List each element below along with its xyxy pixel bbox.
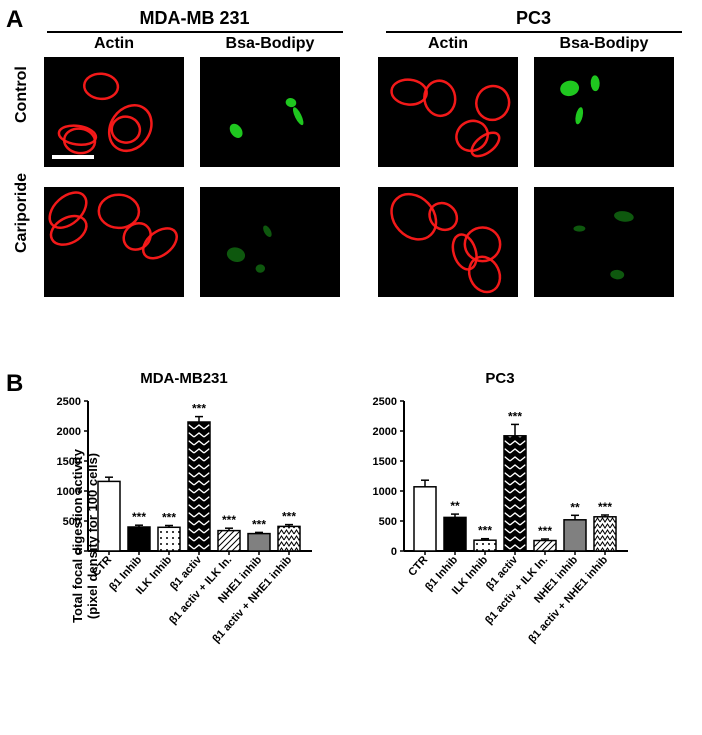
significance-label: *** <box>222 513 236 527</box>
chart-pc3: PC3 05001000150020002500CTR**β1 Inhib***… <box>360 370 640 701</box>
actin-image <box>378 187 518 297</box>
chart-title: MDA-MB231 <box>44 370 324 387</box>
y-axis-label: Total focal digestion activity(pixel den… <box>70 449 100 623</box>
bar <box>534 541 556 552</box>
bar <box>128 527 150 551</box>
significance-label: *** <box>598 500 612 514</box>
bar <box>474 540 496 551</box>
bodipy-image <box>534 187 674 297</box>
scale-bar <box>52 155 94 159</box>
channel-label: Actin <box>44 35 184 53</box>
bar <box>188 422 210 551</box>
bar <box>218 531 240 551</box>
channel-label: Actin <box>378 35 518 53</box>
y-tick-label: 2000 <box>373 426 397 438</box>
y-tick-label: 1000 <box>373 486 397 498</box>
bar <box>278 526 300 551</box>
y-tick-label: 1500 <box>373 456 397 468</box>
significance-label: *** <box>162 511 176 525</box>
y-tick-label: 2500 <box>373 396 397 408</box>
panel-a-content: MDA-MB 231 PC3 Actin Bsa-Bodipy Actin Bsa-Bo… <box>44 8 684 317</box>
significance-label: *** <box>538 524 552 538</box>
actin-image <box>44 57 184 167</box>
bar <box>504 436 526 551</box>
bar <box>564 520 586 551</box>
significance-label: *** <box>508 409 522 423</box>
bar <box>414 487 436 551</box>
cell-line-label: MDA-MB 231 <box>47 8 343 33</box>
channel-label: Bsa-Bodipy <box>534 35 674 53</box>
cell-line-label: PC3 <box>386 8 682 33</box>
significance-label: *** <box>132 510 146 524</box>
panel-b-content: Total focal digestion activity(pixel den… <box>44 370 684 701</box>
y-tick-label: 2500 <box>57 396 81 408</box>
actin-image <box>44 187 184 297</box>
significance-label: *** <box>252 517 266 531</box>
significance-label: ** <box>450 499 460 513</box>
bar <box>248 534 270 551</box>
row-label: Cariporide <box>13 229 31 253</box>
channel-label: Bsa-Bodipy <box>200 35 340 53</box>
significance-label: *** <box>282 510 296 524</box>
y-tick-label: 0 <box>391 546 397 558</box>
bar <box>444 517 466 551</box>
panel-b-label: B <box>6 370 23 398</box>
significance-label: *** <box>478 524 492 538</box>
bar <box>594 517 616 551</box>
chart-title: PC3 <box>360 370 640 387</box>
bodipy-image <box>200 187 340 297</box>
bar <box>158 527 180 551</box>
significance-label: ** <box>570 500 580 514</box>
micro-row: Cariporide <box>44 187 684 297</box>
x-tick-label: CTR <box>406 554 430 579</box>
micro-row: Control <box>44 57 684 167</box>
row-label: Control <box>13 99 31 123</box>
significance-label: *** <box>192 402 206 416</box>
bodipy-image <box>534 57 674 167</box>
panel-a-label: A <box>6 6 23 34</box>
y-tick-label: 2000 <box>57 426 81 438</box>
y-tick-label: 500 <box>379 516 397 528</box>
bar-chart-svg: 05001000150020002500CTR**β1 Inhib***ILK … <box>360 391 640 701</box>
bodipy-image <box>200 57 340 167</box>
bar <box>98 481 120 551</box>
chart-mda: Total focal digestion activity(pixel den… <box>44 370 324 701</box>
actin-image <box>378 57 518 167</box>
